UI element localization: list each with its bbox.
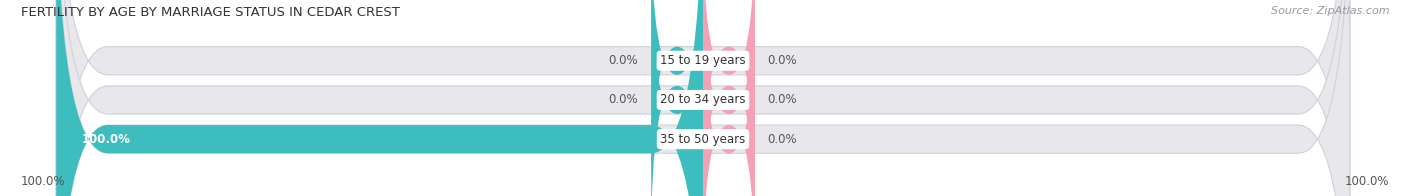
FancyBboxPatch shape bbox=[651, 0, 703, 196]
Text: 100.0%: 100.0% bbox=[82, 133, 131, 146]
Text: 0.0%: 0.0% bbox=[768, 54, 797, 67]
Text: 0.0%: 0.0% bbox=[768, 93, 797, 106]
Text: 0.0%: 0.0% bbox=[768, 133, 797, 146]
FancyBboxPatch shape bbox=[703, 0, 755, 196]
Text: FERTILITY BY AGE BY MARRIAGE STATUS IN CEDAR CREST: FERTILITY BY AGE BY MARRIAGE STATUS IN C… bbox=[21, 6, 399, 19]
FancyBboxPatch shape bbox=[56, 0, 1350, 196]
Text: 20 to 34 years: 20 to 34 years bbox=[661, 93, 745, 106]
FancyBboxPatch shape bbox=[56, 0, 703, 196]
Text: 35 to 50 years: 35 to 50 years bbox=[661, 133, 745, 146]
FancyBboxPatch shape bbox=[56, 0, 1350, 196]
FancyBboxPatch shape bbox=[651, 0, 703, 196]
Text: 15 to 19 years: 15 to 19 years bbox=[661, 54, 745, 67]
FancyBboxPatch shape bbox=[703, 0, 755, 196]
Text: Source: ZipAtlas.com: Source: ZipAtlas.com bbox=[1271, 6, 1389, 16]
Text: 0.0%: 0.0% bbox=[609, 54, 638, 67]
FancyBboxPatch shape bbox=[56, 0, 1350, 196]
Text: 100.0%: 100.0% bbox=[21, 175, 66, 188]
Text: 100.0%: 100.0% bbox=[1344, 175, 1389, 188]
FancyBboxPatch shape bbox=[703, 0, 755, 196]
Text: 0.0%: 0.0% bbox=[609, 93, 638, 106]
